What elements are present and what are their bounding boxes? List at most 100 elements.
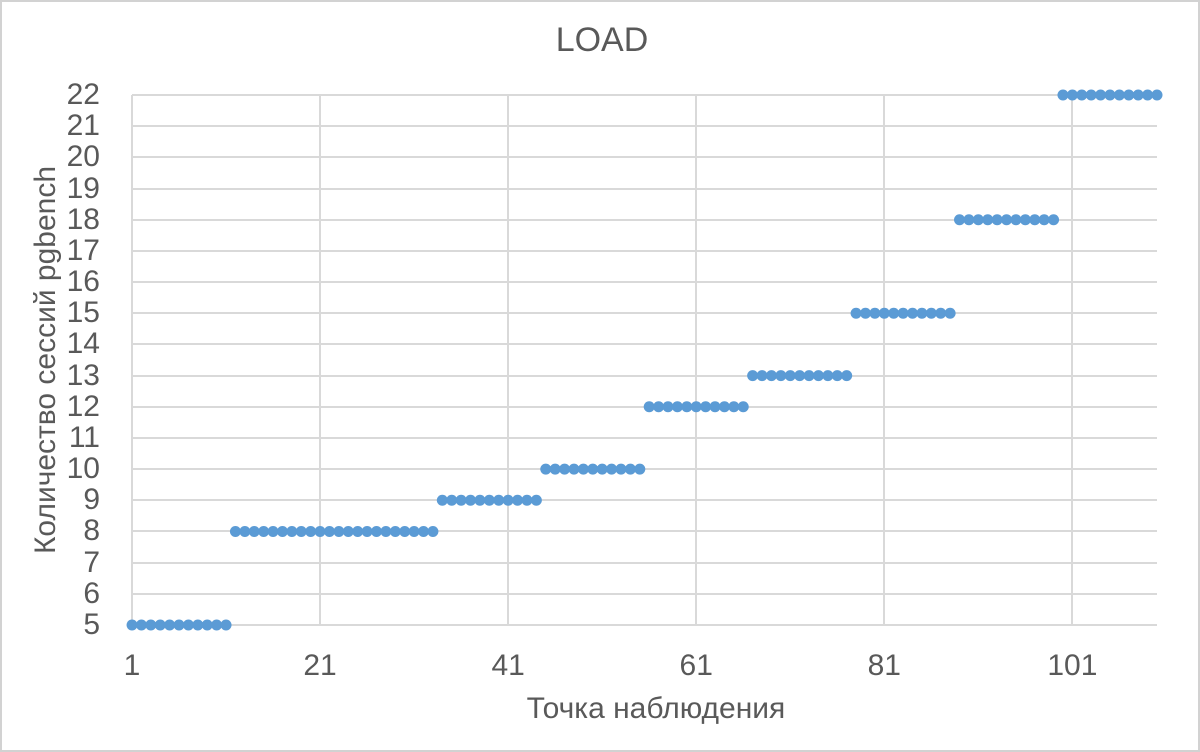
data-point (634, 463, 646, 475)
data-point (963, 214, 975, 226)
data-point (954, 214, 966, 226)
data-point (606, 463, 618, 475)
data-point (521, 494, 533, 506)
data-point (399, 525, 411, 537)
data-point (577, 463, 589, 475)
data-point (1142, 89, 1154, 101)
data-point (418, 525, 430, 537)
data-point (878, 307, 890, 319)
x-tick-label: 61 (679, 649, 713, 682)
data-point (333, 525, 345, 537)
data-point (822, 370, 834, 382)
data-point (258, 525, 270, 537)
data-point (361, 525, 373, 537)
data-point (267, 525, 279, 537)
y-tick-label: 9 (83, 483, 100, 517)
vertical-gridline (319, 95, 322, 625)
data-point (408, 525, 420, 537)
data-point (380, 525, 392, 537)
data-point (389, 525, 401, 537)
horizontal-gridline (132, 374, 1157, 377)
y-tick-label: 6 (83, 576, 100, 610)
data-point (483, 494, 495, 506)
horizontal-gridline (132, 436, 1157, 439)
y-tick-label: 8 (83, 514, 100, 548)
data-point (869, 307, 881, 319)
x-axis-title: Точка наблюдения (526, 692, 786, 725)
data-point (568, 463, 580, 475)
horizontal-gridline (132, 312, 1157, 315)
y-tick-label: 21 (66, 109, 100, 143)
data-point (342, 525, 354, 537)
data-point (765, 370, 777, 382)
data-point (859, 307, 871, 319)
data-point (944, 307, 956, 319)
data-point (718, 401, 730, 413)
data-point (690, 401, 702, 413)
y-tick-label: 17 (66, 233, 100, 267)
y-tick-label: 16 (66, 265, 100, 299)
data-point (182, 619, 194, 631)
data-point (775, 370, 787, 382)
data-point (728, 401, 740, 413)
y-tick-label: 18 (66, 202, 100, 236)
data-point (972, 214, 984, 226)
data-point (1001, 214, 1013, 226)
data-point (681, 401, 693, 413)
data-point (1066, 89, 1078, 101)
horizontal-gridline (132, 624, 1157, 626)
y-tick-label: 7 (83, 545, 100, 579)
data-point (192, 619, 204, 631)
horizontal-gridline (132, 187, 1157, 190)
data-point (1010, 214, 1022, 226)
horizontal-gridline (132, 94, 1157, 96)
data-point (540, 463, 552, 475)
data-point (1029, 214, 1041, 226)
data-point (1095, 89, 1107, 101)
data-point (135, 619, 147, 631)
data-point (201, 619, 213, 631)
data-point (1104, 89, 1116, 101)
horizontal-gridline (132, 218, 1157, 221)
data-point (925, 307, 937, 319)
data-point (615, 463, 627, 475)
horizontal-gridline (132, 530, 1157, 533)
data-point (888, 307, 900, 319)
vertical-gridline (883, 95, 886, 625)
data-point (1048, 214, 1060, 226)
data-point (502, 494, 514, 506)
data-point (1076, 89, 1088, 101)
data-point (211, 619, 223, 631)
data-point (465, 494, 477, 506)
horizontal-gridline (132, 156, 1157, 159)
y-tick-label: 15 (66, 296, 100, 330)
x-tick-label: 81 (867, 649, 901, 682)
data-point (643, 401, 655, 413)
data-point (709, 401, 721, 413)
data-point (229, 525, 241, 537)
data-point (841, 370, 853, 382)
data-point (756, 370, 768, 382)
x-tick-label: 41 (491, 649, 525, 682)
data-point (737, 401, 749, 413)
data-point (173, 619, 185, 631)
data-point (794, 370, 806, 382)
data-point (145, 619, 157, 631)
data-point (671, 401, 683, 413)
scatter-series (126, 89, 1163, 631)
y-tick-label: 13 (66, 358, 100, 392)
data-point (587, 463, 599, 475)
vertical-gridline (1071, 95, 1074, 625)
data-point (812, 370, 824, 382)
data-point (220, 619, 232, 631)
horizontal-gridline (132, 125, 1157, 128)
data-point (596, 463, 608, 475)
data-point (916, 307, 928, 319)
data-point (850, 307, 862, 319)
data-point (1151, 89, 1163, 101)
data-point (1113, 89, 1125, 101)
vertical-gridline (131, 95, 133, 625)
data-point (1057, 89, 1069, 101)
data-point (427, 525, 439, 537)
